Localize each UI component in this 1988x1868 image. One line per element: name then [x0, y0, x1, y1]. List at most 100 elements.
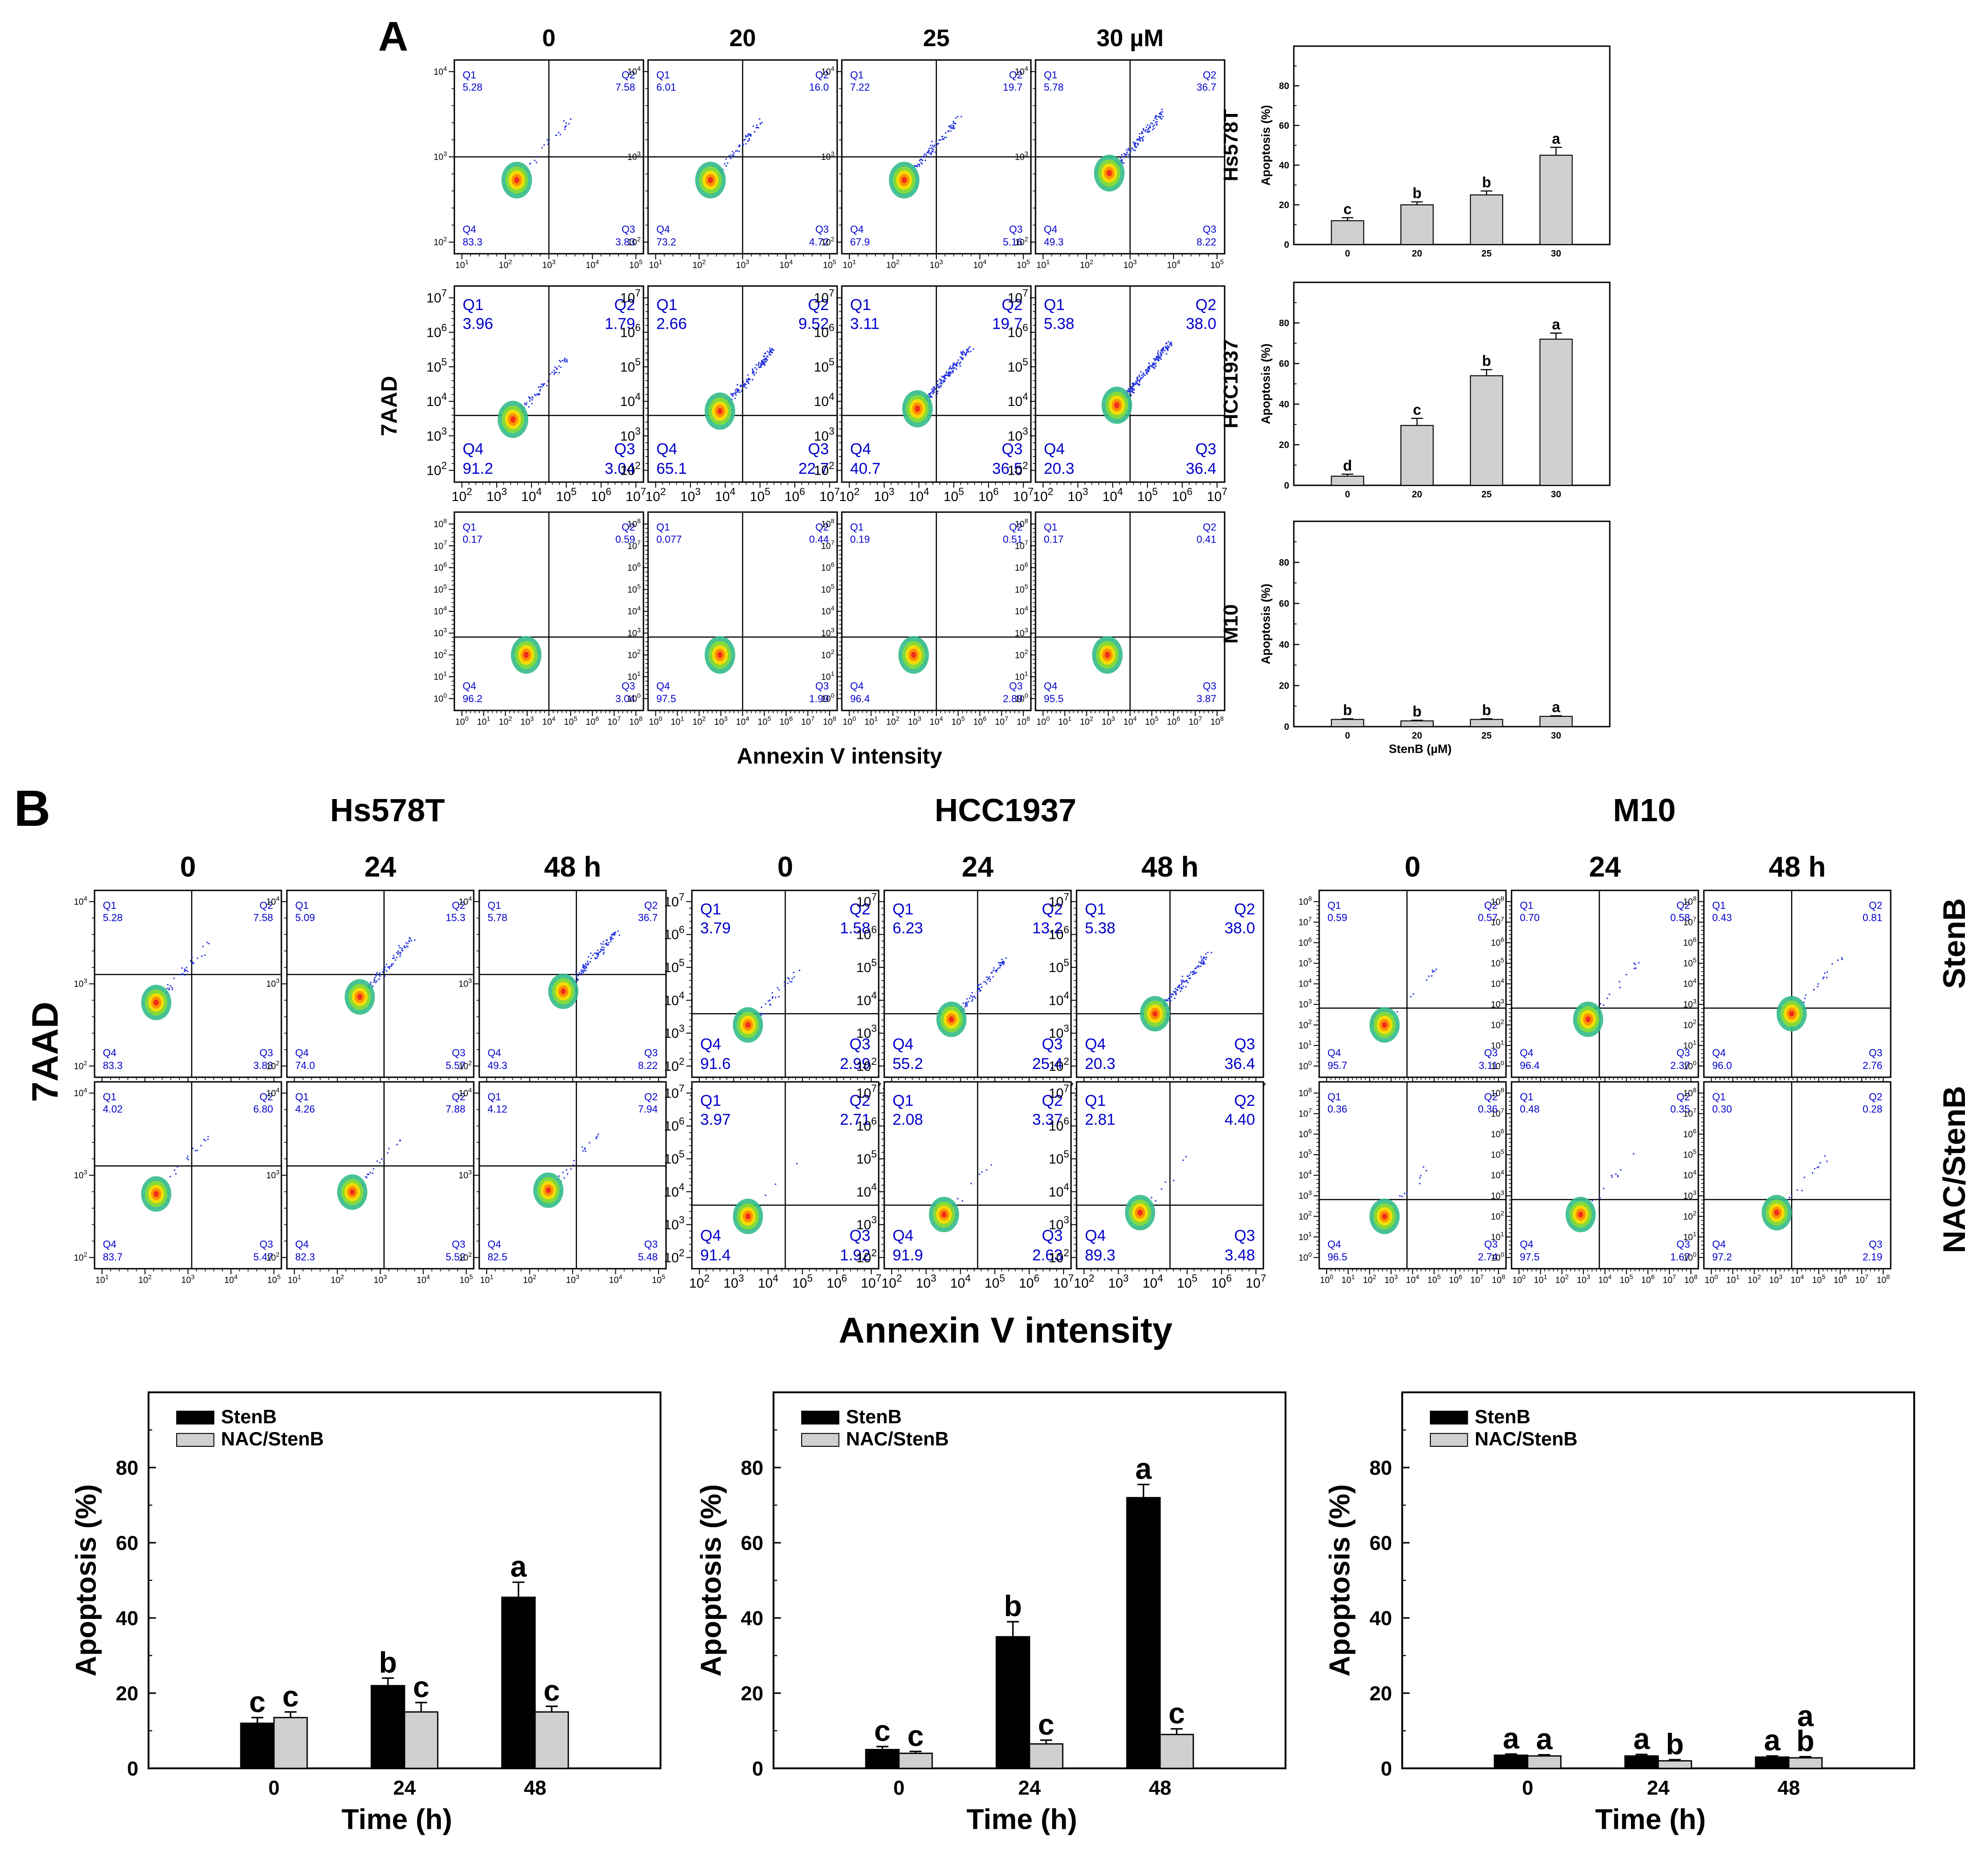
y-tick-exponent: 2 — [443, 648, 447, 656]
scatter-dot — [1148, 127, 1149, 129]
q1-label: Q1 — [656, 69, 670, 81]
scatter-dot — [949, 125, 951, 127]
y-tick-exponent: 8 — [637, 517, 641, 525]
scatter-dot — [760, 365, 762, 367]
scatter-dot — [950, 127, 952, 129]
scatter-dot — [1157, 350, 1159, 352]
scatter-dot — [763, 362, 765, 364]
q3-label: Q3 — [1203, 224, 1216, 235]
q4-label: Q4 — [1044, 441, 1065, 458]
flow-plot: Q15.09Q215.3Q474.0Q35.571011021031041051… — [266, 889, 475, 1094]
scatter-dot — [939, 379, 940, 381]
scatter-dot — [1143, 372, 1144, 374]
scatter-dot — [735, 389, 737, 391]
scatter-dot — [204, 954, 206, 956]
scatter-dot — [184, 974, 185, 976]
scatter-dot — [937, 383, 939, 385]
y-tick-exponent: 6 — [829, 322, 834, 333]
scatter-dot — [760, 123, 761, 124]
scatter-dot — [932, 390, 934, 392]
scatter-dot — [754, 367, 756, 369]
x-tick-exponent: 5 — [1220, 258, 1224, 265]
scatter-dot — [532, 397, 534, 399]
x-tick-label: 103 — [1101, 715, 1115, 727]
scatter-dot — [759, 366, 761, 368]
scatter-dot — [748, 378, 750, 380]
scatter-dot — [202, 946, 204, 948]
scatter-dot — [952, 362, 954, 364]
scatter-dot — [960, 361, 962, 363]
scatter-dot — [558, 365, 560, 367]
scatter-dot — [1165, 346, 1167, 347]
scatter-dot — [401, 947, 403, 949]
q4-label: Q4 — [463, 441, 483, 458]
scatter-dot — [1145, 372, 1147, 374]
y-tick-exponent: 4 — [443, 65, 447, 72]
x-tick-exponent: 2 — [508, 258, 512, 265]
y-tick-exponent: 7 — [831, 539, 834, 546]
scatter-dot — [948, 371, 950, 373]
x-tick-label: 106 — [586, 715, 599, 727]
scatter-dot — [1159, 113, 1160, 114]
scatter-dot — [1138, 374, 1140, 376]
scatter-dot — [948, 373, 950, 375]
scatter-dot — [943, 376, 945, 377]
q1-label: Q1 — [850, 296, 871, 314]
scatter-dot — [1131, 391, 1133, 393]
scatter-dot — [399, 947, 401, 949]
scatter-dot — [767, 356, 768, 358]
scatter-dot — [749, 134, 750, 136]
scatter-dot — [1132, 383, 1134, 385]
scatter-dot — [768, 352, 770, 354]
y-tick-exponent: 5 — [1024, 583, 1028, 590]
scatter-dot — [1148, 363, 1150, 364]
scatter-dot — [564, 358, 566, 359]
scatter-dot — [732, 154, 734, 156]
scatter-dot — [745, 143, 747, 145]
scatter-dot — [945, 137, 947, 138]
density-contour — [154, 999, 159, 1006]
y-tick-label: 102 — [434, 235, 447, 248]
y-tick-exponent: 4 — [1023, 391, 1028, 402]
y-tick-exponent: 5 — [1023, 356, 1028, 368]
scatter-dot — [396, 952, 398, 954]
scatter-dot — [384, 966, 386, 968]
scatter-dot — [930, 154, 932, 155]
x-tick-exponent: 2 — [702, 715, 706, 722]
scatter-dot — [934, 387, 935, 389]
density-contour — [901, 177, 907, 184]
scatter-dot — [761, 361, 762, 363]
scatter-dot — [947, 130, 949, 132]
x-tick-exponent: 4 — [1177, 258, 1180, 265]
q3-value: 3.83 — [615, 236, 635, 248]
scatter-dot — [536, 161, 537, 163]
scatter-dot — [534, 394, 536, 395]
scatter-dot — [398, 945, 400, 947]
x-tick-label: 105 — [758, 715, 771, 727]
scatter-dot — [1154, 360, 1156, 362]
scatter-dot — [1155, 356, 1157, 358]
x-tick-exponent: 2 — [1089, 258, 1093, 265]
scatter-dot — [570, 118, 571, 120]
scatter-dot — [944, 137, 946, 138]
scatter-dot — [950, 130, 952, 132]
x-tick-exponent: 0 — [465, 715, 469, 722]
scatter-dot — [917, 163, 919, 165]
scatter-dot — [534, 160, 536, 161]
q4-label: Q4 — [850, 441, 871, 458]
x-tick-label: 101 — [864, 715, 878, 727]
x-tick-exponent: 6 — [983, 715, 987, 722]
scatter-dot — [1137, 383, 1139, 385]
q1-label: Q1 — [850, 521, 863, 533]
scatter-dot — [932, 151, 934, 153]
q4-label: Q4 — [1044, 224, 1057, 235]
x-tick-exponent: 2 — [896, 258, 899, 265]
density-contour — [1114, 402, 1119, 409]
x-tick-label: 105 — [823, 258, 836, 270]
y-tick-exponent: 3 — [276, 977, 280, 985]
scatter-dot — [969, 346, 971, 348]
scatter-dot — [1137, 143, 1139, 145]
y-tick-exponent: 2 — [1024, 648, 1028, 656]
panel-a-x-label: Annexin V intensity — [737, 744, 942, 769]
scatter-dot — [1147, 368, 1149, 369]
